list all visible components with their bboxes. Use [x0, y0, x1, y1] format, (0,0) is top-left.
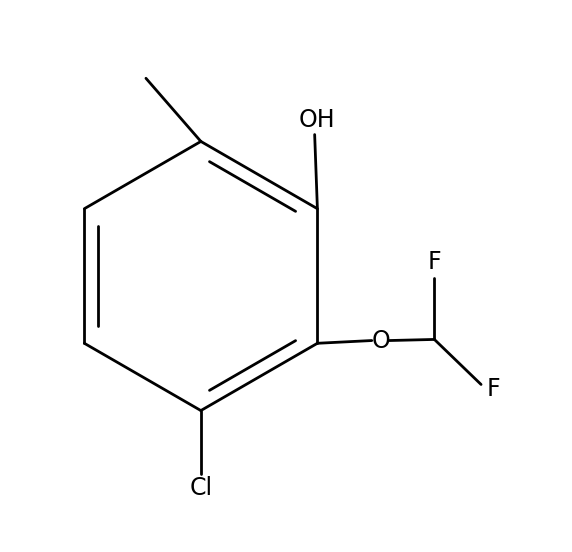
Text: O: O	[371, 328, 390, 353]
Text: F: F	[428, 250, 441, 274]
Text: Cl: Cl	[189, 476, 212, 501]
Text: OH: OH	[299, 108, 336, 132]
Text: F: F	[487, 377, 500, 401]
